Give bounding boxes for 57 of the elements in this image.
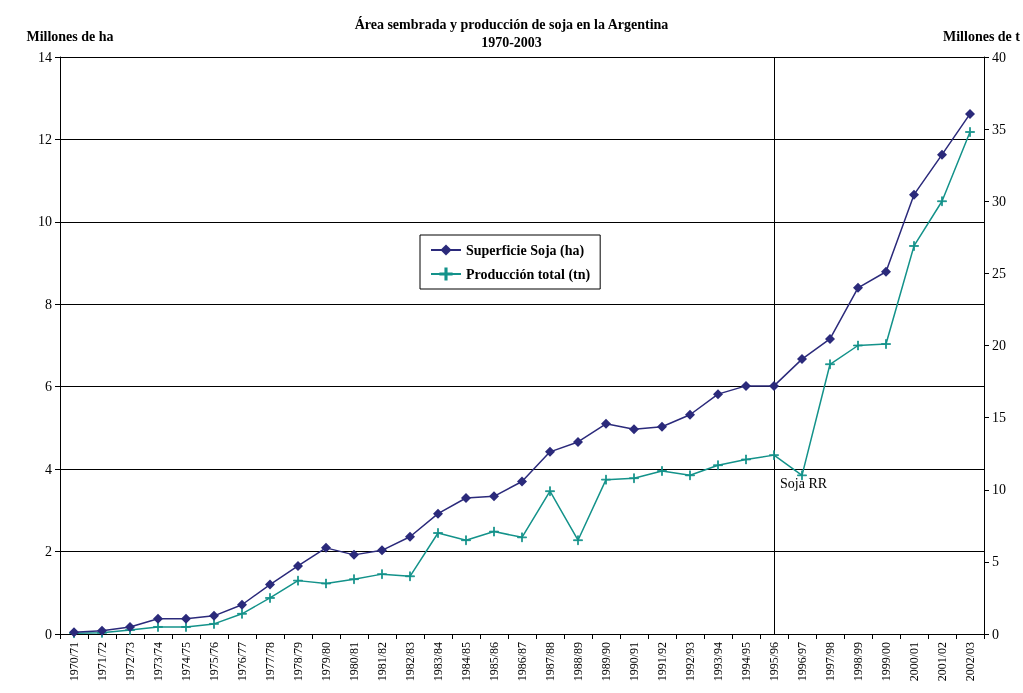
x-tick-label: 1982/83 <box>403 642 417 682</box>
y-tick-label: 8 <box>45 296 52 312</box>
x-tick-label: 1977/78 <box>263 642 277 682</box>
x-tick-label: 1987/88 <box>543 642 557 682</box>
x-tick-label: 1975/76 <box>207 642 221 682</box>
x-tick-label: 1971/72 <box>95 642 109 682</box>
x-tick-label: 1989/90 <box>599 642 613 682</box>
x-tick-label: 1970/71 <box>67 642 81 682</box>
y-tick-label: 6 <box>45 379 52 395</box>
x-tick-label: 2002/03 <box>963 642 977 682</box>
y-tick-label: 4 <box>45 461 52 477</box>
x-tick-label: 1972/73 <box>123 642 137 682</box>
x-tick-label: 1974/75 <box>179 642 193 682</box>
y-tick-label: 10 <box>38 214 52 230</box>
y-axis-title: Millones de ha <box>26 28 114 44</box>
y2-axis-title: Millones de t <box>943 28 1021 44</box>
y2-tick-label: 30 <box>992 193 1006 209</box>
y2-tick-label: 25 <box>992 265 1006 281</box>
x-tick-label: 1990/91 <box>627 642 641 682</box>
y2-tick-label: 20 <box>992 338 1006 353</box>
x-tick-label: 1998/99 <box>851 642 865 682</box>
y2-tick-label: 5 <box>992 554 999 570</box>
x-tick-label: 1996/97 <box>795 642 809 682</box>
legend-label: Superficie Soja (ha) <box>466 242 585 259</box>
x-tick-label: 1983/84 <box>431 642 445 682</box>
x-tick-label: 1986/87 <box>515 642 529 682</box>
x-tick-label: 1979/80 <box>319 642 333 682</box>
x-tick-label: 1991/92 <box>655 642 669 682</box>
x-tick-label: 1984/85 <box>459 642 473 682</box>
y2-tick-label: 0 <box>992 626 999 642</box>
x-tick-label: 1978/79 <box>291 642 305 682</box>
legend-label: Producción total (tn) <box>466 266 591 283</box>
x-tick-label: 1981/82 <box>375 642 389 682</box>
x-tick-label: 1997/98 <box>823 642 837 682</box>
x-tick-label: 1992/93 <box>683 642 697 682</box>
x-tick-label: 1995/96 <box>767 642 781 682</box>
x-tick-label: 2000/01 <box>907 642 921 682</box>
x-tick-label: 1999/00 <box>879 642 893 682</box>
x-tick-label: 2001/02 <box>935 642 949 682</box>
y2-tick-label: 15 <box>992 410 1006 426</box>
x-tick-label: 1993/94 <box>711 642 725 682</box>
y-tick-label: 0 <box>45 626 52 642</box>
x-tick-label: 1985/86 <box>487 642 501 682</box>
x-tick-label: 1980/81 <box>347 642 361 682</box>
y-tick-label: 2 <box>45 544 52 560</box>
y-tick-label: 14 <box>38 49 52 65</box>
ref-line-label: Soja RR <box>780 476 828 492</box>
chart-title: Área sembrada y producción de soja en la Argentina <box>354 15 669 32</box>
x-tick-label: 1994/95 <box>739 642 753 682</box>
y2-tick-label: 40 <box>992 49 1006 65</box>
x-tick-label: 1988/89 <box>571 642 585 682</box>
chart-subtitle: 1970-2003 <box>481 34 542 50</box>
y2-tick-label: 35 <box>992 121 1006 137</box>
x-tick-label: 1976/77 <box>235 642 249 682</box>
x-tick-label: 1973/74 <box>151 642 165 682</box>
y-tick-label: 12 <box>38 131 52 147</box>
y2-tick-label: 10 <box>992 482 1006 498</box>
